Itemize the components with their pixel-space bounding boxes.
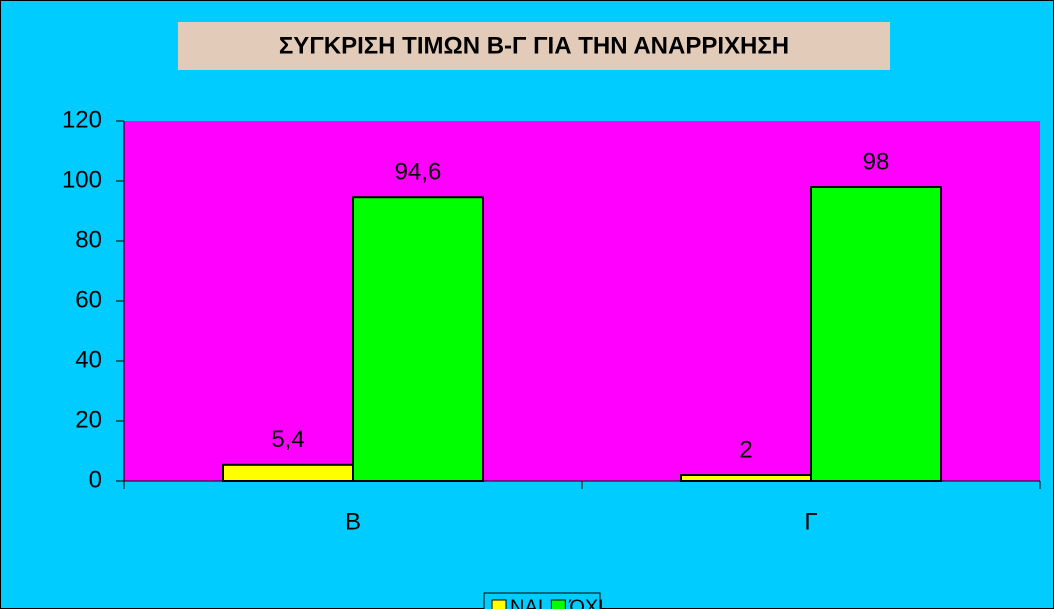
legend-label: ΝΑΙ [510, 596, 543, 609]
bar [810, 186, 942, 482]
y-tick-label: 0 [89, 466, 102, 493]
value-label: 94,6 [395, 159, 442, 186]
chart-title: ΣΥΓΚΡΙΣΗ ΤΙΜΩΝ Β-Γ ΓΙΑ ΤΗΝ ΑΝΑΡΡΙΧΗΣΗ [279, 32, 789, 59]
y-tick-label: 100 [62, 166, 102, 193]
x-tick-label: B [345, 508, 361, 535]
y-tick-label: 20 [75, 406, 102, 433]
bar [352, 196, 484, 482]
bar [680, 474, 812, 482]
legend-box [483, 592, 601, 609]
y-tick-label: 80 [75, 226, 102, 253]
value-label: 98 [863, 148, 890, 175]
value-label: 5,4 [271, 426, 304, 453]
bar [222, 463, 354, 482]
value-label: 2 [739, 436, 752, 463]
title-box [178, 22, 890, 70]
y-tick-label: 120 [62, 106, 102, 133]
y-tick-label: 60 [75, 286, 102, 313]
legend-swatch [491, 599, 507, 609]
legend-swatch [550, 599, 566, 609]
y-tick-label: 40 [75, 346, 102, 373]
x-tick-label: Γ [804, 508, 817, 535]
legend-label: ΌΧΙ [568, 596, 603, 609]
